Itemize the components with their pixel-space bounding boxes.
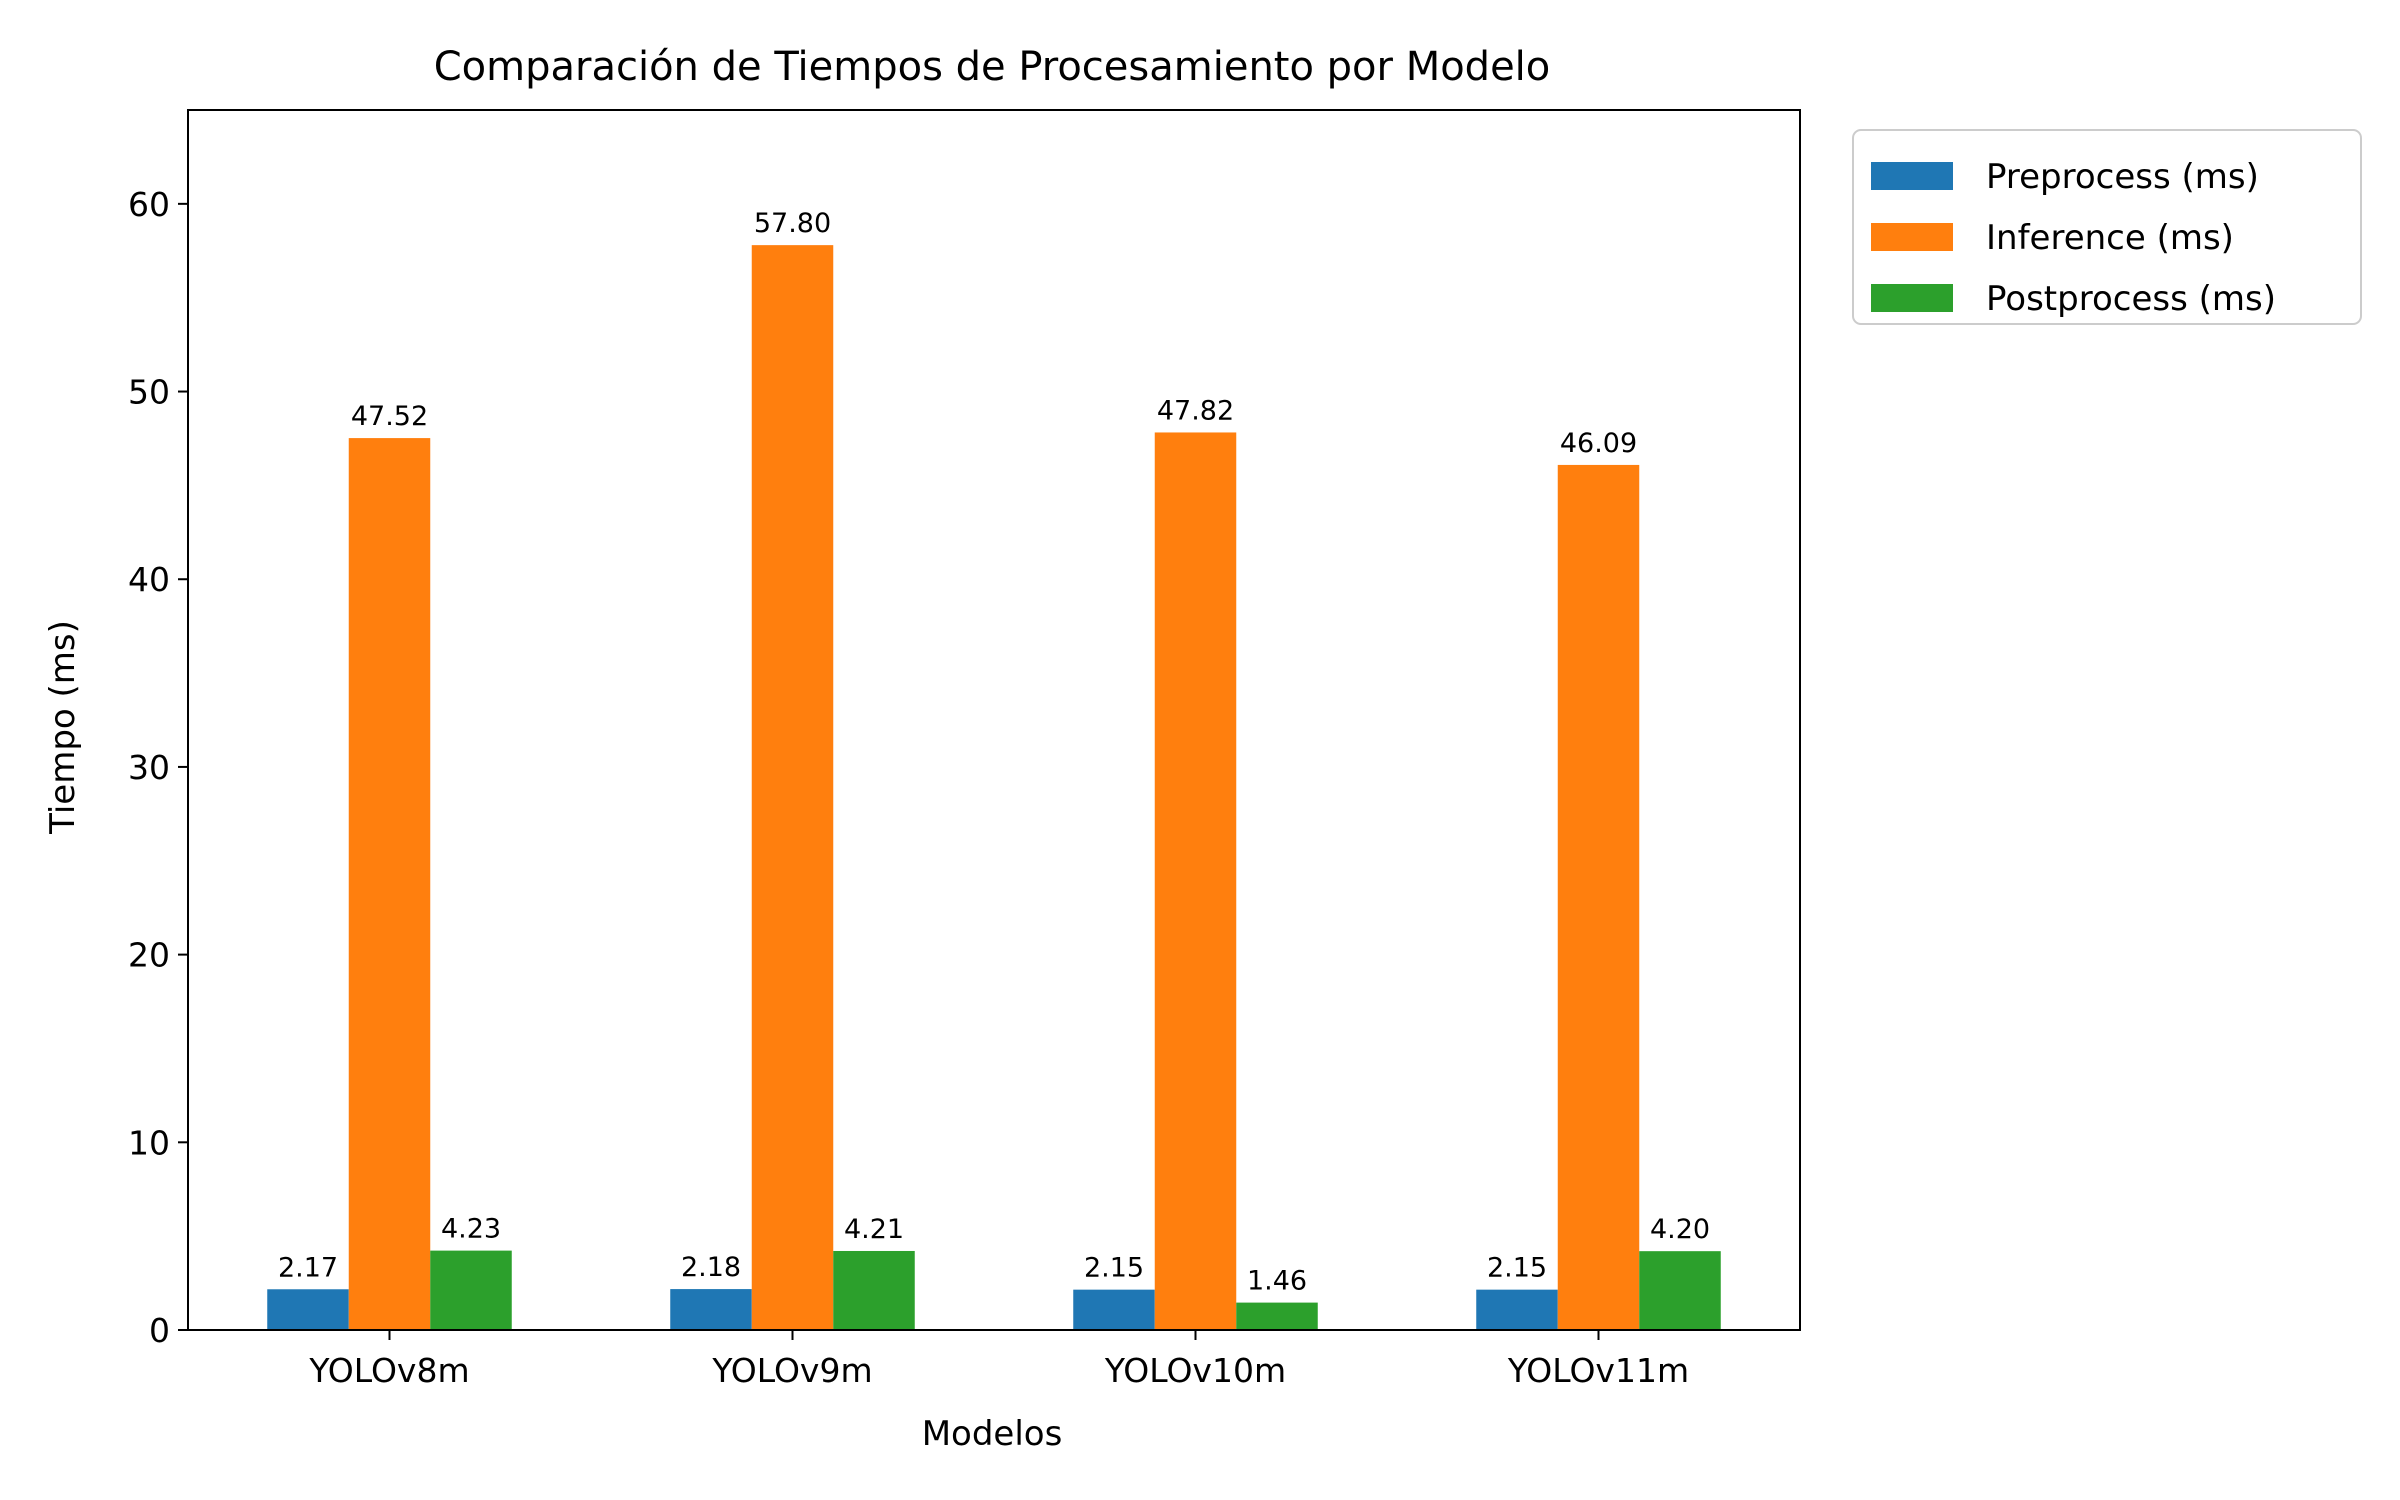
y-tick-label: 40	[128, 560, 170, 599]
bar-value-label: 2.17	[278, 1252, 338, 1283]
bar-value-label: 46.09	[1560, 428, 1637, 459]
y-tick-label: 30	[128, 748, 170, 787]
bar-value-label: 2.15	[1487, 1253, 1547, 1284]
bar-value-label: 1.46	[1247, 1266, 1307, 1297]
bar-value-label: 57.80	[754, 208, 831, 239]
bar-postprocess	[833, 1250, 915, 1330]
legend-swatch	[1871, 162, 1953, 190]
chart-title: Comparación de Tiempos de Procesamiento …	[434, 44, 1551, 90]
bar-value-label: 47.52	[351, 401, 428, 432]
bar-preprocess	[267, 1289, 349, 1330]
bar-value-label: 4.21	[844, 1214, 904, 1245]
legend-swatch	[1871, 284, 1953, 312]
bar-value-label: 2.15	[1084, 1253, 1144, 1284]
y-tick-label: 0	[149, 1311, 170, 1350]
legend-label: Postprocess (ms)	[1986, 279, 2276, 319]
plot-area: 2.17 2.18 2.15 2.15 47.52 57.80 47.82 46.09 4.23…	[128, 109, 1801, 1390]
y-tick-label: 20	[128, 936, 170, 975]
x-tick-label: YOLOv11m	[1507, 1351, 1689, 1390]
legend-label: Inference (ms)	[1986, 218, 2234, 258]
legend-label: Preprocess (ms)	[1986, 157, 2259, 197]
axes-frame	[187, 109, 1801, 1331]
bar-preprocess	[1476, 1289, 1558, 1330]
x-axis-label: Modelos	[922, 1414, 1063, 1454]
bar-postprocess	[430, 1250, 512, 1330]
bar-inference	[1557, 464, 1640, 1330]
bar-inference	[1154, 432, 1237, 1331]
legend-swatch	[1871, 223, 1953, 251]
x-tick-label: YOLOv9m	[711, 1351, 872, 1390]
bar-inference	[348, 438, 431, 1331]
bar-value-label: 2.18	[681, 1252, 741, 1283]
y-tick-label: 50	[128, 373, 170, 412]
bar-inference	[751, 245, 834, 1330]
bar-postprocess	[1236, 1302, 1318, 1330]
bar-preprocess	[1073, 1289, 1155, 1330]
y-axis-label: Tiempo (ms)	[43, 620, 83, 835]
legend-box	[1852, 129, 2362, 325]
y-tick-label: 10	[128, 1123, 170, 1162]
x-tick-label: YOLOv10m	[1104, 1351, 1286, 1390]
x-tick-label: YOLOv8m	[308, 1351, 469, 1390]
bar-value-label: 4.20	[1650, 1214, 1710, 1245]
bar-value-label: 47.82	[1157, 395, 1234, 426]
legend: Preprocess (ms) Inference (ms) Postprocess…	[1852, 129, 2362, 325]
bar-preprocess	[670, 1289, 752, 1330]
bar-postprocess	[1639, 1251, 1721, 1330]
bar-value-label: 4.23	[441, 1214, 501, 1245]
y-tick-label: 60	[128, 185, 170, 224]
